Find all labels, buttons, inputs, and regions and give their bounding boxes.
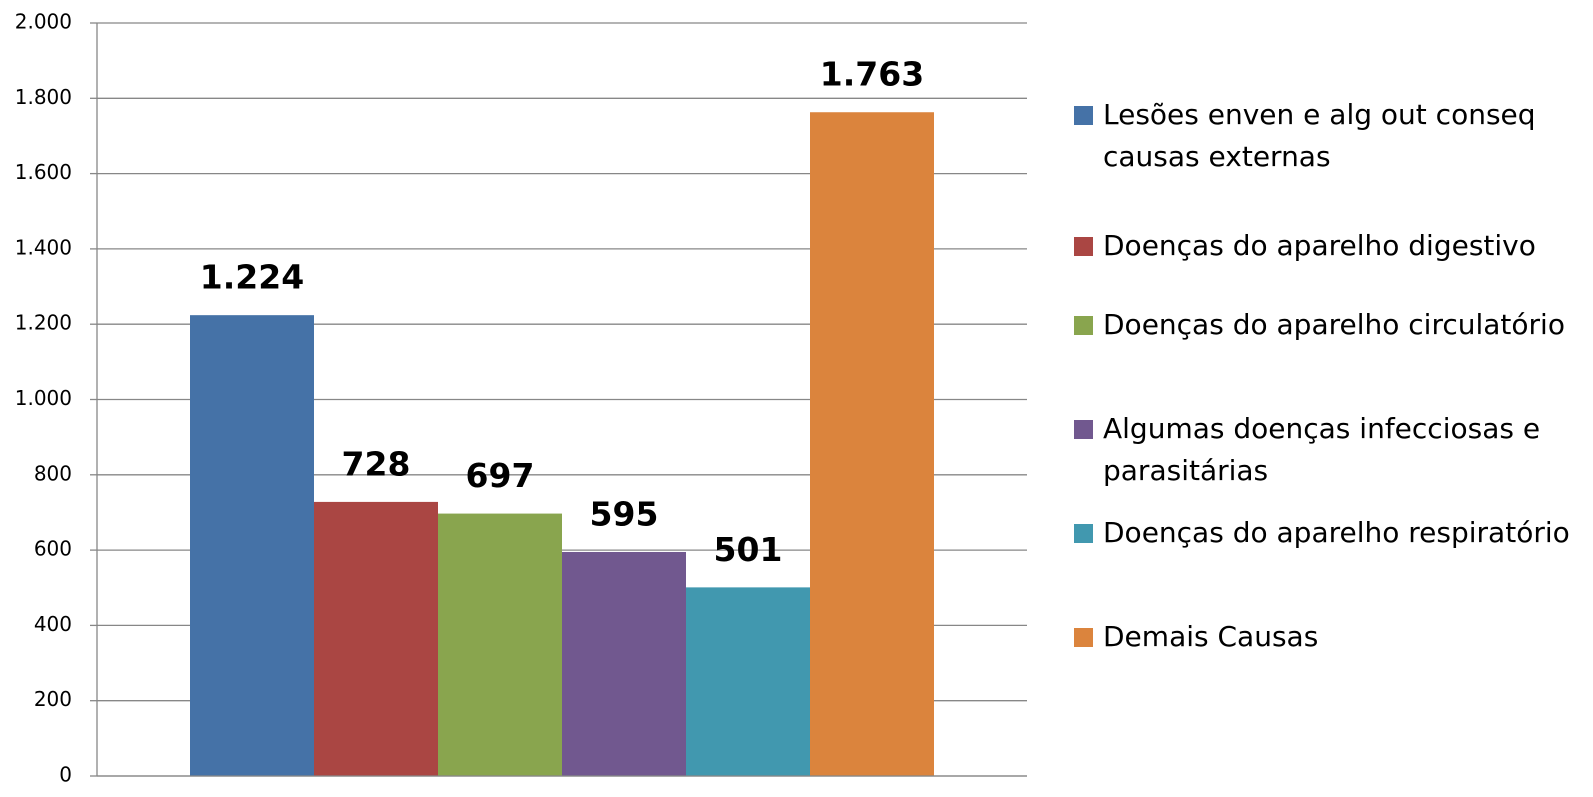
legend-swatch [1074, 106, 1093, 125]
data-label: 1.224 [200, 258, 304, 297]
legend-item: Doenças do aparelho digestivo [1072, 225, 1572, 267]
legend-item: Algumas doenças infecciosas e parasitári… [1072, 408, 1572, 492]
y-tick-label: 1.400 [15, 235, 72, 259]
bar [562, 551, 686, 776]
chart: 0 200 400 600 800 1.000 1.200 1.400 1.600 1.800 2.… [15, 10, 1027, 787]
y-tick-label: 400 [34, 612, 72, 636]
y-tick-label: 1.200 [15, 311, 72, 335]
bar [438, 513, 562, 776]
legend-item: Lesões enven e alg out conseq causas ext… [1072, 94, 1572, 178]
bar [810, 112, 934, 777]
y-tick-label: 800 [34, 461, 72, 485]
legend-label: Doenças do aparelho circulatório [1103, 308, 1565, 341]
y-tick-label: 1.000 [15, 386, 72, 410]
data-label: 595 [590, 494, 659, 533]
legend-label: Demais Causas [1103, 620, 1319, 653]
legend-swatch [1074, 420, 1093, 439]
legend-swatch [1074, 524, 1093, 543]
legend-label: Doenças do aparelho digestivo [1103, 229, 1536, 262]
y-tick-label: 0 [59, 763, 72, 787]
y-tick-label: 200 [34, 687, 72, 711]
legend-item: Doenças do aparelho respiratório [1072, 512, 1572, 554]
y-tick-label: 1.800 [15, 85, 72, 109]
legend-label: Lesões enven e alg out conseq causas ext… [1103, 98, 1536, 173]
data-label: 1.763 [820, 55, 924, 94]
data-label: 501 [714, 530, 783, 569]
y-tick-label: 600 [34, 537, 72, 561]
bar [686, 587, 810, 776]
y-tick-label: 1.600 [15, 160, 72, 184]
legend-label: Doenças do aparelho respiratório [1103, 516, 1570, 549]
legend-label: Algumas doenças infecciosas e parasitári… [1103, 412, 1541, 487]
bar [314, 501, 438, 776]
bar [190, 315, 314, 776]
legend-swatch [1074, 316, 1093, 335]
data-label: 697 [466, 456, 535, 495]
legend-item: Demais Causas [1072, 616, 1572, 658]
legend-swatch [1074, 628, 1093, 647]
legend-item: Doenças do aparelho circulatório [1072, 304, 1572, 346]
data-label: 728 [342, 444, 411, 483]
legend-swatch [1074, 237, 1093, 256]
y-tick-label: 2.000 [15, 10, 72, 34]
